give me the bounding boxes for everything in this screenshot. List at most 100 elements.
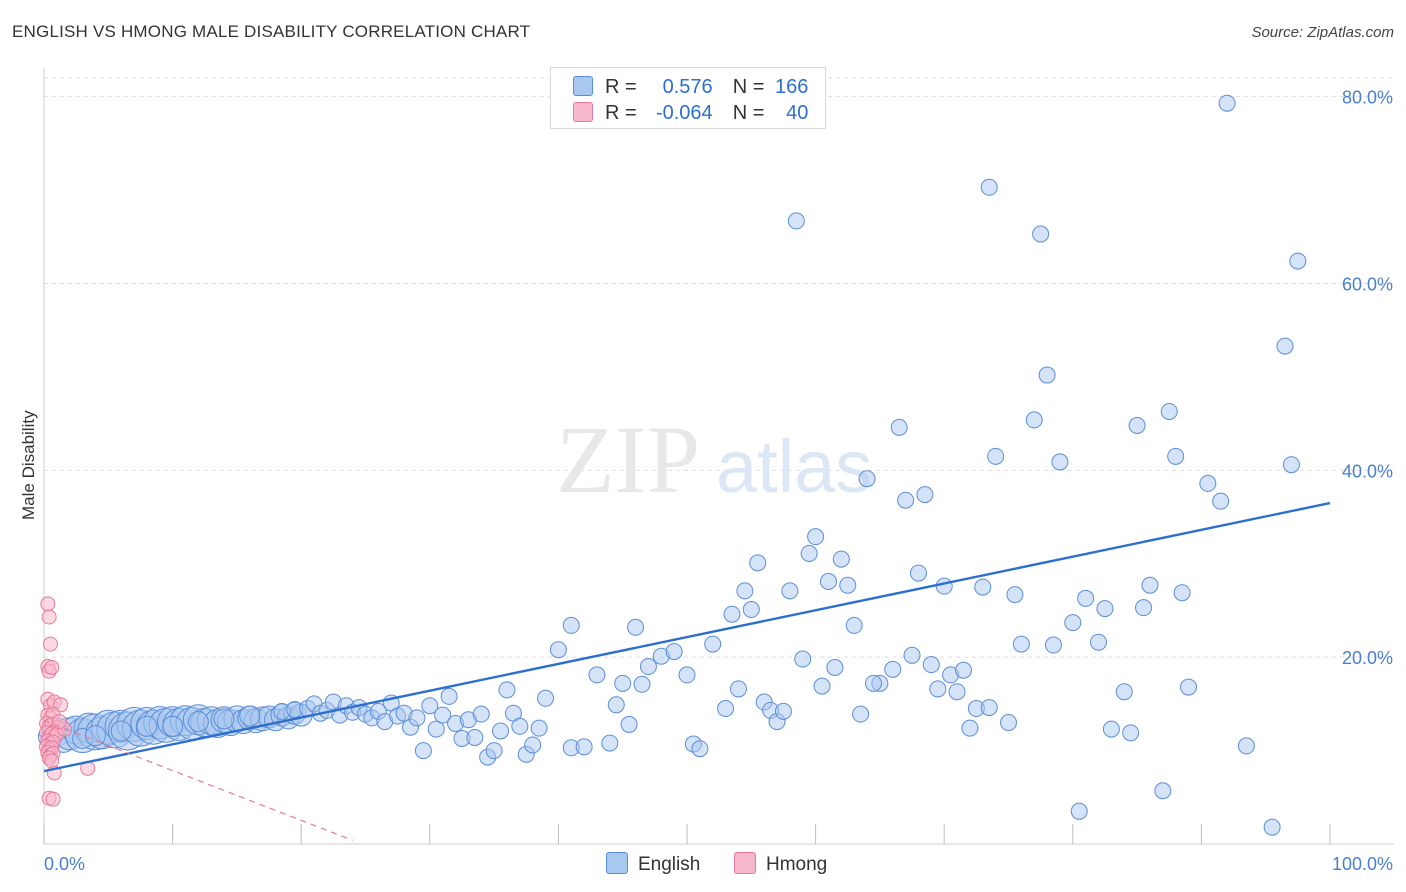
english-point	[1012, 635, 1030, 653]
hmong-point	[44, 753, 60, 769]
english-point	[1032, 225, 1050, 243]
english-point	[736, 582, 754, 600]
legend-n-value: 166	[775, 76, 809, 98]
legend-hmong-label: Hmong	[766, 854, 828, 875]
english-point	[408, 709, 426, 727]
english-point	[562, 616, 580, 634]
english-point	[84, 725, 106, 747]
english-point	[1167, 447, 1185, 465]
english-point	[639, 658, 657, 676]
legend-row-hmong: R = -0.064 N = 40	[573, 102, 808, 126]
english-point	[884, 660, 902, 678]
english-point	[466, 729, 484, 747]
english-point	[1276, 337, 1294, 355]
english-trend-line	[43, 501, 1331, 773]
english-point	[723, 605, 741, 623]
grid-lines	[44, 77, 1394, 658]
english-point	[110, 720, 132, 742]
english-point	[974, 578, 992, 596]
english-point	[633, 675, 651, 693]
english-point	[890, 418, 908, 436]
english-point	[440, 687, 458, 705]
english-point	[537, 689, 555, 707]
english-point	[800, 544, 818, 562]
english-point	[1263, 818, 1281, 836]
hmong-point	[45, 791, 61, 807]
legend-r-label: R =	[605, 76, 637, 98]
english-point	[434, 706, 452, 724]
english-point	[1173, 584, 1191, 602]
english-point	[1289, 252, 1307, 270]
y-tick-label: 40.0%	[1342, 461, 1393, 481]
english-point	[916, 486, 934, 504]
english-point	[665, 643, 683, 661]
english-point	[1154, 782, 1172, 800]
english-point	[472, 705, 490, 723]
english-point	[136, 715, 158, 737]
english-point	[575, 738, 593, 756]
english-point	[588, 666, 606, 684]
english-point	[922, 656, 940, 674]
english-point	[807, 528, 825, 546]
legend-item-hmong[interactable]: Hmong	[734, 852, 827, 876]
legend-n-value: 40	[786, 102, 809, 124]
english-point	[1128, 417, 1146, 435]
english-point	[717, 700, 735, 718]
english-point	[1077, 589, 1095, 607]
english-point	[948, 683, 966, 701]
english-point	[787, 212, 805, 230]
axes	[43, 68, 1394, 845]
english-point	[511, 717, 529, 735]
english-point	[1102, 720, 1120, 738]
hmong-trend-line	[43, 720, 353, 841]
english-point	[1115, 683, 1133, 701]
english-point	[1282, 456, 1300, 474]
english-point	[1045, 636, 1063, 654]
legend-item-english[interactable]: English	[606, 852, 700, 876]
legend-r-value: -0.064	[655, 102, 713, 124]
english-point	[1160, 402, 1178, 420]
source-label: Source: ZipAtlas.com	[1251, 24, 1394, 41]
hmong-swatch	[573, 102, 593, 122]
english-point	[845, 616, 863, 634]
english-point	[774, 702, 792, 720]
english-point	[239, 705, 261, 727]
english-point	[1051, 453, 1069, 471]
english-point	[864, 674, 882, 692]
english-point	[1199, 474, 1217, 492]
english-point	[839, 576, 857, 594]
english-point	[1180, 678, 1198, 696]
english-point	[1237, 737, 1255, 755]
english-point	[729, 680, 747, 698]
english-point	[1000, 714, 1017, 732]
trend-lines	[43, 501, 1331, 841]
english-point	[826, 658, 844, 676]
english-point	[852, 705, 870, 723]
legend-r-label: R =	[605, 102, 637, 124]
english-point	[929, 680, 947, 698]
english-point	[187, 711, 209, 733]
english-point	[607, 696, 625, 714]
english-point	[935, 577, 953, 595]
english-point	[749, 554, 767, 572]
english-point	[427, 720, 445, 738]
watermark-atlas: atlas	[716, 425, 872, 508]
legend-english-label: English	[638, 854, 701, 875]
english-point	[903, 646, 921, 664]
english-point	[781, 582, 799, 600]
legend-n-label: N =	[732, 102, 765, 124]
english-point	[492, 722, 510, 740]
watermark-zip: ZIP	[556, 406, 700, 513]
english-point	[1096, 600, 1114, 618]
english-point	[421, 697, 439, 715]
y-tick-label: 80.0%	[1342, 88, 1393, 108]
english-point	[1025, 411, 1043, 429]
english-legend-swatch	[606, 852, 628, 874]
english-point	[704, 635, 722, 653]
x-tick-label: 100.0%	[1332, 854, 1393, 874]
hmong-legend-swatch	[734, 852, 756, 874]
english-point	[1064, 614, 1082, 632]
english-point	[601, 734, 619, 752]
english-point	[1135, 599, 1153, 617]
